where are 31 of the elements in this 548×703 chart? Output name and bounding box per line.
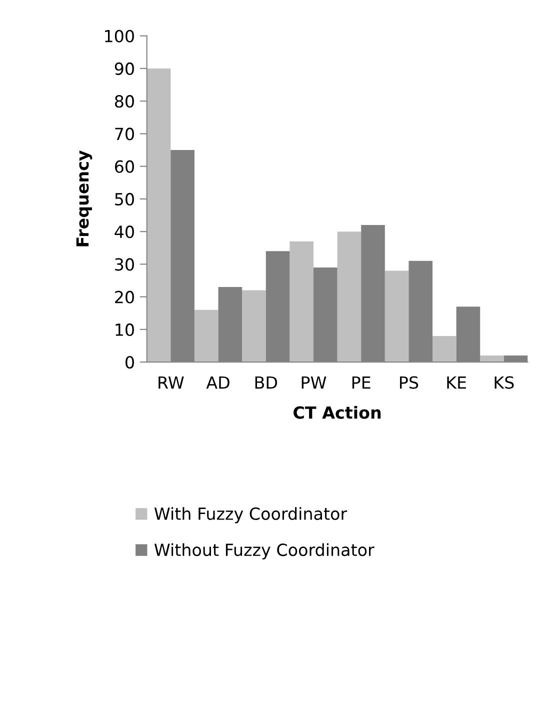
x-tick-label: RW [158, 376, 184, 389]
bar [194, 310, 218, 362]
y-tick-label: 100 [105, 30, 134, 42]
y-tick-label: 20 [115, 290, 134, 304]
bar [384, 270, 409, 362]
y-tick-label: 40 [114, 226, 134, 238]
legend-label: Without Fuzzy Coordinator [154, 543, 374, 560]
x-tick-label: KE [447, 376, 466, 389]
y-tick-label: 0 [126, 356, 134, 369]
x-tick-label: BD [255, 376, 278, 389]
bar [480, 356, 504, 362]
y-tick-label: 80 [114, 95, 134, 108]
x-axis-title: CT Action [294, 406, 381, 419]
y-tick-label: 30 [115, 258, 134, 271]
y-tick-label: 60 [115, 160, 134, 173]
x-tick-label: KS [494, 376, 514, 389]
y-axis-title: Frequency [76, 150, 92, 246]
y-tick-label: 50 [115, 192, 134, 206]
bar [290, 241, 314, 362]
y-tick-label: 10 [116, 323, 134, 336]
x-tick-label: PE [352, 376, 370, 389]
x-tick-label: PW [302, 376, 326, 389]
legend-label: With Fuzzy Coordinator [154, 507, 348, 524]
x-tick-label: PS [400, 376, 418, 389]
bar [432, 336, 456, 362]
x-tick-label: AD [206, 376, 230, 389]
bar [337, 232, 362, 362]
bar [242, 290, 266, 362]
bar [146, 68, 171, 362]
y-tick-label: 70 [115, 128, 134, 140]
y-tick-label: 90 [114, 62, 134, 76]
